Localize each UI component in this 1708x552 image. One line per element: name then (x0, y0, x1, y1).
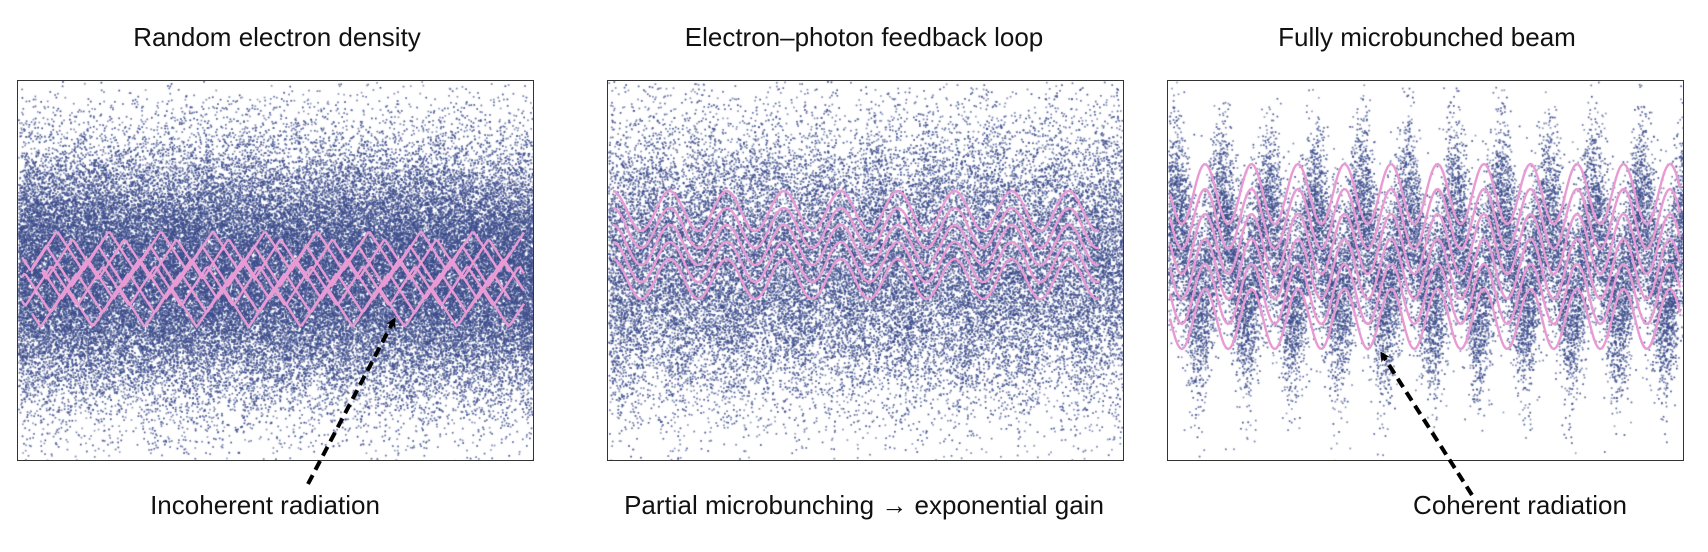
title-fully-microbunched: Fully microbunched beam (1278, 22, 1576, 52)
wave-line (612, 240, 1100, 284)
wave-line (21, 231, 526, 271)
wave-line (1168, 287, 1682, 351)
electron-scatter (608, 81, 1123, 460)
label-partial-microbunching: Partial microbunching → exponential gain (624, 490, 1104, 520)
radiation-waves (612, 189, 1100, 301)
wave-line (1168, 237, 1682, 301)
wave-line (612, 189, 1100, 233)
wave-line (21, 265, 526, 307)
radiation-waves (1168, 162, 1682, 351)
wave-line (612, 223, 1100, 267)
wave-line (1168, 262, 1682, 326)
wave-line (40, 238, 511, 280)
wave-line (1168, 187, 1682, 251)
title-feedback-loop: Electron–photon feedback loop (684, 22, 1044, 52)
wave-line (612, 257, 1100, 301)
panel-random-density (17, 80, 534, 461)
wave-line (1168, 162, 1682, 226)
radiation-waves (20, 231, 526, 328)
panel-microbunched (1167, 80, 1684, 461)
wave-line (1168, 212, 1682, 276)
panel-feedback-loop (607, 80, 1124, 461)
title-random-electron-density: Random electron density (133, 22, 421, 52)
label-coherent: Coherent radiation (1413, 490, 1627, 520)
wave-line (612, 206, 1100, 250)
wave-line (30, 244, 512, 288)
wave-line (40, 258, 526, 300)
label-incoherent: Incoherent radiation (150, 490, 380, 520)
